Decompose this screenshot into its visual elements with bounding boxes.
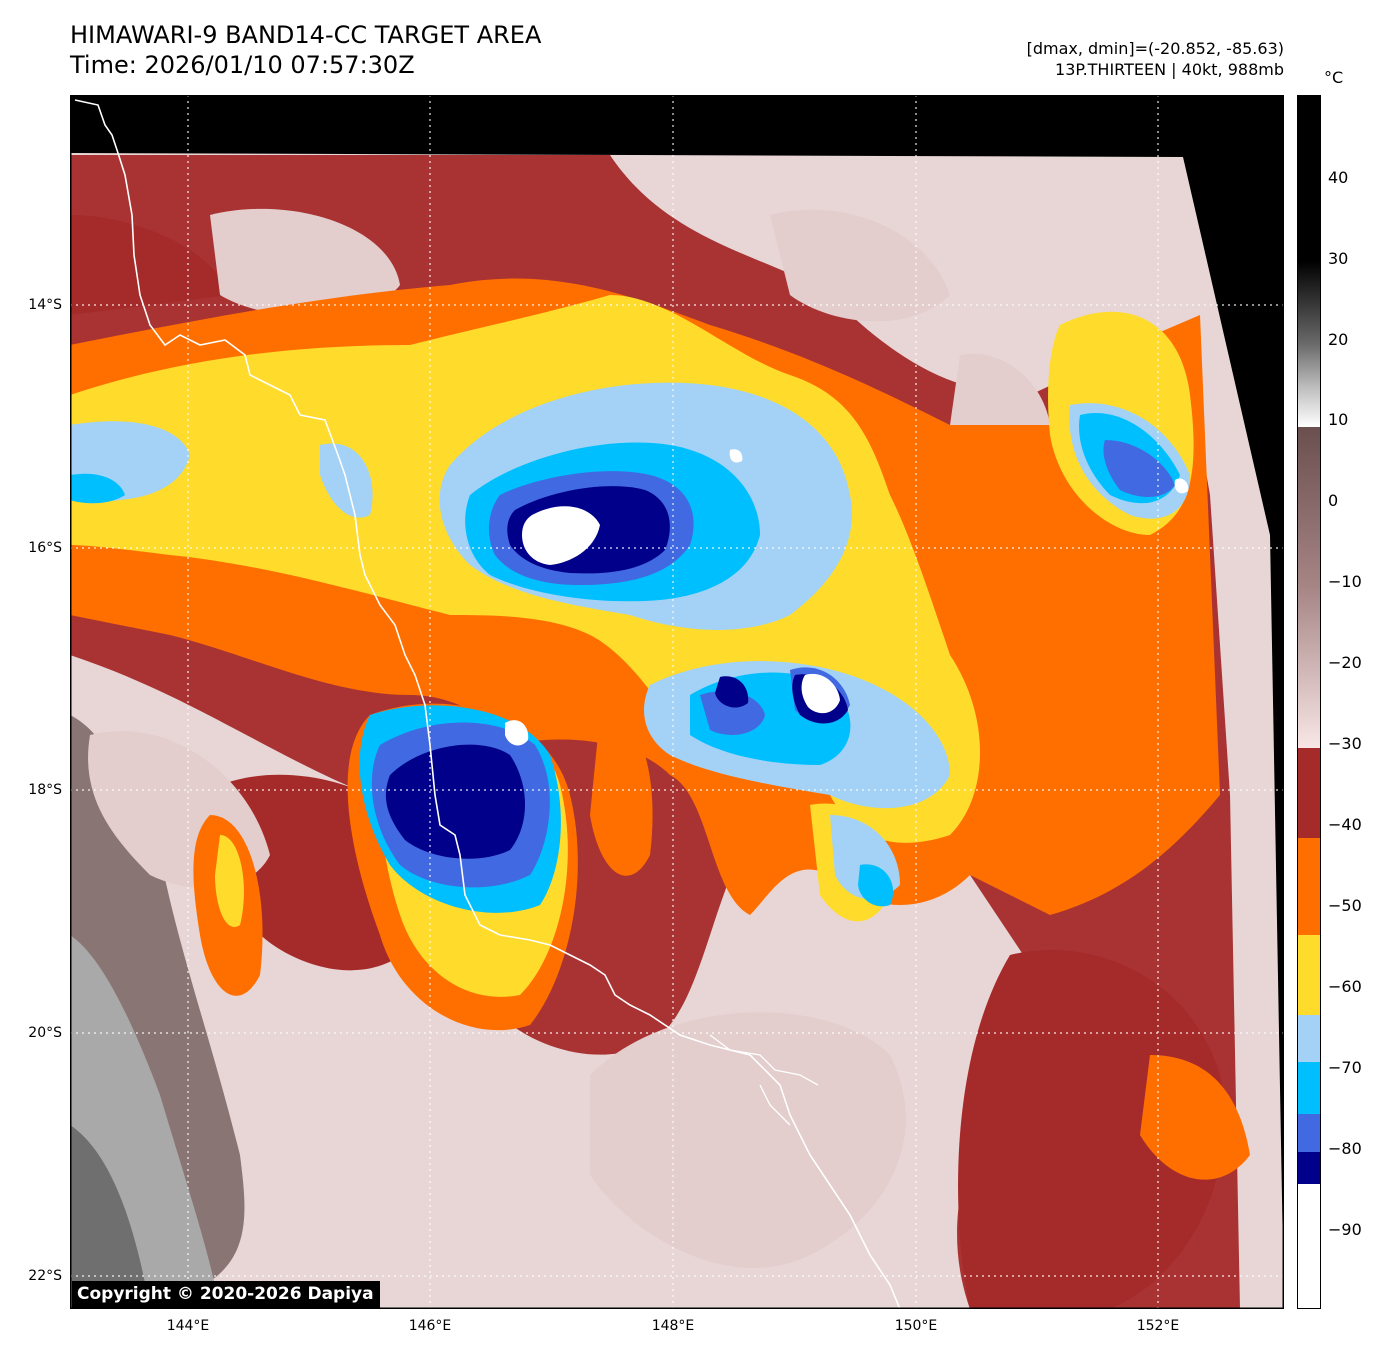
colorbar-white-segment	[1297, 1184, 1321, 1309]
lon-label-146e: 146°E	[408, 1318, 452, 1334]
colorbar-royalblue-segment	[1297, 1114, 1321, 1152]
title-line: HIMAWARI-9 BAND14-CC TARGET AREA	[70, 21, 542, 49]
lat-label-16s: 16°S	[28, 540, 62, 556]
colorbar-unit: °C	[1324, 68, 1344, 87]
chart-title: HIMAWARI-9 BAND14-CC TARGET AREA Time: 2…	[70, 20, 541, 80]
colorbar-tick-minus90: −90	[1328, 1220, 1362, 1239]
colorbar-tick-minus30: −30	[1328, 734, 1362, 753]
colorbar-tick-40: 40	[1328, 168, 1349, 187]
satellite-map	[70, 95, 1284, 1309]
colorbar-tick-minus20: −20	[1328, 653, 1362, 672]
colorbar-tick-30: 30	[1328, 249, 1349, 268]
time-line: Time: 2026/01/10 07:57:30Z	[70, 51, 415, 79]
colorbar-pink-segment	[1297, 427, 1321, 748]
storm-info-text: 13P.THIRTEEN | 40kt, 988mb	[1055, 60, 1284, 79]
metadata: [dmax, dmin]=(-20.852, -85.63) 13P.THIRT…	[1027, 38, 1284, 80]
colorbar-gray-segment	[1297, 95, 1321, 427]
colorbar-yellow-segment	[1297, 935, 1321, 1015]
lat-label-14s: 14°S	[28, 297, 62, 313]
dmax-dmin-text: [dmax, dmin]=(-20.852, -85.63)	[1026, 39, 1284, 58]
cloud-layer-white	[505, 449, 1189, 746]
lon-label-152e: 152°E	[1136, 1318, 1180, 1334]
colorbar-deepskyblue-segment	[1297, 1062, 1321, 1114]
lat-label-22s: 22°S	[28, 1268, 62, 1284]
colorbar-lightblue-segment	[1297, 1015, 1321, 1062]
copyright-banner: Copyright © 2020-2026 Dapiya	[72, 1281, 380, 1308]
colorbar-tick-10: 10	[1328, 410, 1349, 429]
colorbar-tick-minus40: −40	[1328, 815, 1362, 834]
colorbar-tick-0: 0	[1328, 491, 1339, 510]
colorbar	[1297, 95, 1321, 1309]
colorbar-tick-minus80: −80	[1328, 1139, 1362, 1158]
lat-label-18s: 18°S	[28, 782, 62, 798]
colorbar-orange-segment	[1297, 838, 1321, 935]
lat-label-20s: 20°S	[28, 1025, 62, 1041]
lon-label-144e: 144°E	[166, 1318, 210, 1334]
colorbar-navy-segment	[1297, 1152, 1321, 1184]
colorbar-tick-minus60: −60	[1328, 977, 1362, 996]
colorbar-darkred-segment	[1297, 748, 1321, 838]
colorbar-tick-minus70: −70	[1328, 1058, 1362, 1077]
lon-label-148e: 148°E	[651, 1318, 695, 1334]
coastline	[74, 99, 901, 1309]
colorbar-tick-minus10: −10	[1328, 572, 1362, 591]
colorbar-tick-minus50: −50	[1328, 896, 1362, 915]
lon-label-150e: 150°E	[894, 1318, 938, 1334]
colorbar-tick-20: 20	[1328, 330, 1349, 349]
graticule	[70, 95, 1284, 1309]
